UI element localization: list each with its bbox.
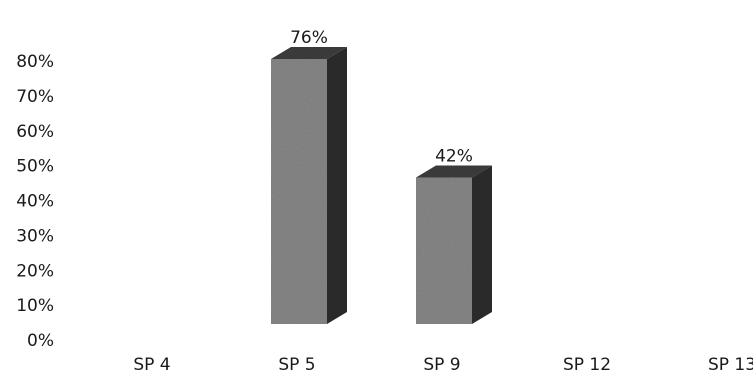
data-labels-group: 76% 42% bbox=[290, 28, 473, 167]
bar bbox=[416, 165, 492, 324]
bar-front-face bbox=[416, 177, 472, 324]
y-tick-label: 30% bbox=[16, 226, 54, 246]
bar-side-face bbox=[472, 165, 492, 324]
y-tick-label: 60% bbox=[16, 122, 54, 142]
y-tick-label: 0% bbox=[27, 331, 54, 351]
y-tick-label: 50% bbox=[16, 157, 54, 177]
y-tick-label: 40% bbox=[16, 192, 54, 212]
x-category-label: SP 9 bbox=[423, 355, 460, 375]
bar bbox=[271, 46, 347, 324]
bar-value-label: 42% bbox=[435, 147, 473, 167]
x-axis-categories: SP 4 SP 5 SP 9 SP 12 SP 13 bbox=[133, 355, 753, 375]
y-tick-label: 20% bbox=[16, 261, 54, 281]
bar-side-face bbox=[327, 46, 347, 324]
bar-front-face bbox=[271, 58, 327, 324]
bar-top-face bbox=[271, 46, 347, 59]
x-category-label: SP 12 bbox=[563, 355, 611, 375]
bars-group bbox=[271, 46, 492, 324]
y-tick-label: 80% bbox=[16, 52, 54, 72]
x-category-label: SP 13 bbox=[708, 355, 753, 375]
y-axis-ticks: 0% 10% 20% 30% 40% 50% 60% 70% 80% bbox=[16, 52, 54, 351]
y-tick-label: 70% bbox=[16, 87, 54, 107]
x-category-label: SP 4 bbox=[133, 355, 170, 375]
x-category-label: SP 5 bbox=[278, 355, 315, 375]
bar-top-face bbox=[416, 165, 492, 178]
bar-value-label: 76% bbox=[290, 28, 328, 48]
y-tick-label: 10% bbox=[16, 296, 54, 316]
